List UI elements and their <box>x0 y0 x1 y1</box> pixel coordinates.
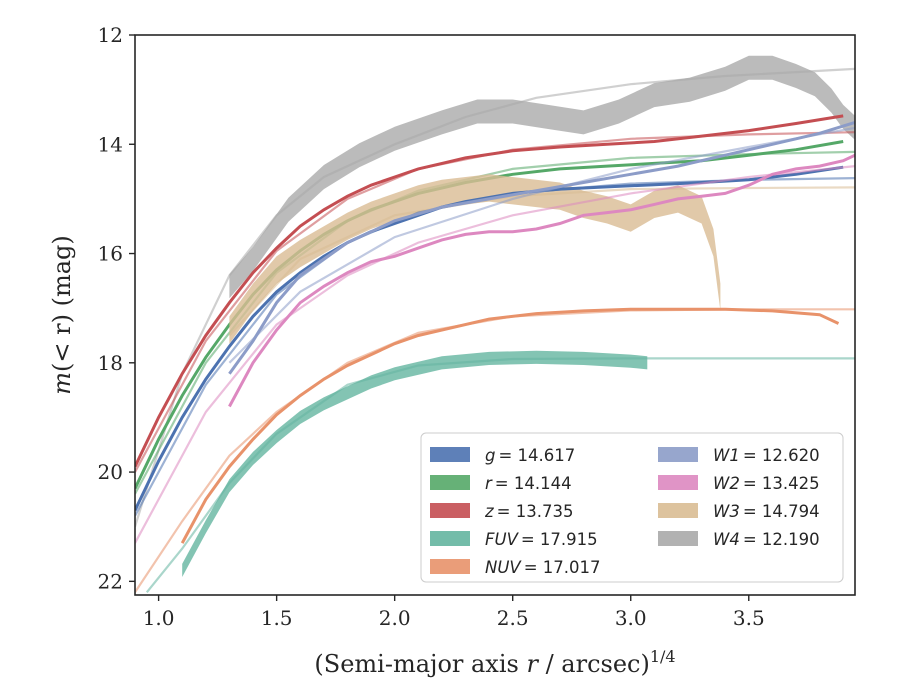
legend-band-value: = 13.735 <box>497 502 574 521</box>
legend-band-name: W2 <box>713 474 740 493</box>
legend-band-value: = 17.915 <box>521 530 598 549</box>
legend-band-name: z <box>484 502 494 521</box>
legend-band-value: = 14.144 <box>495 474 572 493</box>
legend-swatch <box>430 447 470 462</box>
x-tick-label: 1.0 <box>143 606 175 630</box>
y-axis-label-var: m <box>48 372 76 395</box>
y-axis-label-unit: (mag) <box>48 235 76 314</box>
x-axis-label: (Semi-major axis r / arcsec)1/4 <box>314 647 675 678</box>
series-band-w3 <box>229 174 721 344</box>
y-tick-label: 12 <box>98 23 123 47</box>
legend-band-name: g <box>485 446 495 465</box>
legend-band-value: = 17.017 <box>524 558 601 577</box>
x-tick-label: 3.5 <box>733 606 765 630</box>
legend-swatch <box>430 503 470 518</box>
series-line-w2 <box>228 153 855 408</box>
y-axis-label-expr: (< r) <box>48 314 76 372</box>
model-line-w1-model <box>228 126 855 364</box>
model-line-w4-model <box>135 67 855 528</box>
legend-entry: r = 14.144 <box>485 474 572 493</box>
legend-swatch <box>658 503 698 518</box>
legend-band-value: = 14.617 <box>498 446 575 465</box>
legend-band-name: W4 <box>713 530 740 549</box>
legend-entry: W1 = 12.620 <box>713 446 820 465</box>
x-axis-label-var: r <box>526 650 539 678</box>
y-tick-label: 14 <box>98 132 123 156</box>
legend-band-value: = 14.794 <box>743 502 820 521</box>
x-tick-label: 2.0 <box>379 606 411 630</box>
model-line-nuv-model <box>135 308 855 593</box>
legend-entry: g = 14.617 <box>485 446 575 465</box>
legend-swatch <box>430 531 470 546</box>
x-axis-label-rest: / arcsec) <box>538 650 650 678</box>
series-band-w4 <box>229 55 855 299</box>
legend-entry: z = 13.735 <box>484 502 573 521</box>
legend-band-name: NUV <box>485 558 522 577</box>
series-line-w1 <box>228 120 855 375</box>
series-line-z <box>135 114 844 468</box>
legend-band-value: = 12.620 <box>743 446 820 465</box>
legend-entry: W2 = 13.425 <box>713 474 820 493</box>
x-tick-label: 1.5 <box>261 606 293 630</box>
legend-band-name: W1 <box>713 446 740 465</box>
legend-band-name: r <box>485 474 493 493</box>
legend-entry: FUV = 17.915 <box>485 530 598 549</box>
model-line-fuv-model <box>145 357 855 593</box>
x-tick-label: 3.0 <box>615 606 647 630</box>
y-tick-label: 22 <box>98 569 123 593</box>
legend-box <box>420 432 844 583</box>
series-layer <box>135 55 855 593</box>
legend-swatch <box>658 447 698 462</box>
y-axis: 12 14 16 18 20 22 <box>98 23 135 593</box>
legend-swatch <box>430 475 470 490</box>
y-axis-label: m(< r) (mag) <box>48 235 76 395</box>
plot-frame <box>134 34 856 596</box>
x-axis-label-main: (Semi-major axis <box>314 650 526 678</box>
y-tick-label: 20 <box>98 460 123 484</box>
y-tick-label: 18 <box>98 351 123 375</box>
legend-swatch <box>658 531 698 546</box>
legend-band-value: = 13.425 <box>743 474 820 493</box>
x-axis-label-exponent: 1/4 <box>650 647 676 666</box>
legend-entry: W3 = 14.794 <box>713 502 820 521</box>
legend-swatch <box>430 559 470 574</box>
legend-swatch <box>658 475 698 490</box>
y-tick-label: 16 <box>98 242 123 266</box>
model-line-w2-model <box>135 165 855 544</box>
legend-band-value: = 12.190 <box>743 530 820 549</box>
model-line-z-model <box>135 131 855 473</box>
x-axis: 1.0 1.5 2.0 2.5 3.0 3.5 <box>143 595 765 630</box>
legend-entry: W4 = 12.190 <box>713 530 820 549</box>
legend-band-name: FUV <box>485 530 520 549</box>
legend-entry: NUV = 17.017 <box>485 558 601 577</box>
x-tick-label: 2.5 <box>497 606 529 630</box>
legend-band-name: W3 <box>713 502 740 521</box>
